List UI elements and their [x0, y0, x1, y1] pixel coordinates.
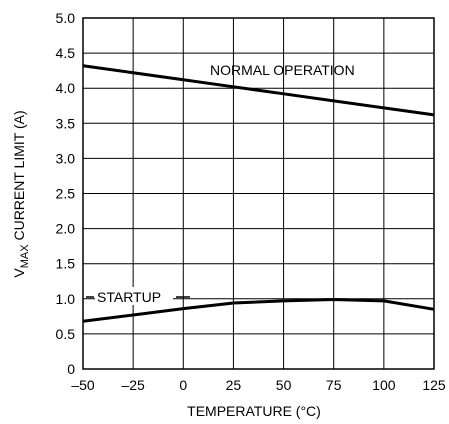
- x-tick-label: 25: [226, 377, 242, 393]
- x-tick-label: 0: [179, 377, 187, 393]
- annotation-startup-label: STARTUP: [97, 289, 161, 305]
- y-axis-title: VMAX CURRENT LIMIT (A): [11, 110, 31, 277]
- annotation-startup: STARTUP: [86, 287, 190, 305]
- tick-labels: –50 –25 0 25 50 75 100 125 0 0.5 1.0 1.5 2.0 2.5 3.0 3.…: [56, 10, 446, 393]
- y-tick-label: 0: [67, 361, 75, 377]
- y-axis-title-main: V: [11, 268, 27, 278]
- y-tick-label: 0.5: [56, 326, 76, 342]
- x-tick-label: 125: [422, 377, 446, 393]
- y-tick-label: 4.0: [56, 80, 76, 96]
- y-tick-label: 5.0: [56, 10, 76, 26]
- y-axis-title-subscript: MAX: [19, 244, 31, 269]
- series-line-normal-operation: [82, 64, 435, 117]
- y-tick-label: 1.5: [56, 256, 76, 272]
- x-tick-label: 75: [326, 377, 342, 393]
- series-line-startup: [82, 298, 435, 323]
- y-tick-label: 3.0: [56, 150, 76, 166]
- x-tick-label: –50: [71, 377, 95, 393]
- y-tick-label: 1.0: [56, 291, 76, 307]
- startup-label-bg: [95, 287, 173, 305]
- y-axis-title-rest: CURRENT LIMIT (A): [11, 110, 27, 244]
- series-group: [82, 64, 435, 323]
- annotation-normal-operation: NORMAL OPERATION: [210, 62, 355, 78]
- annotation-normal: NORMAL OPERATION: [210, 62, 355, 78]
- x-axis-title: TEMPERATURE (°C): [187, 403, 321, 419]
- y-tick-label: 2.5: [56, 186, 76, 202]
- y-tick-label: 2.0: [56, 221, 76, 237]
- x-tick-label: –25: [121, 377, 145, 393]
- y-tick-label: 4.5: [56, 45, 76, 61]
- x-tick-label: 50: [276, 377, 292, 393]
- y-tick-label: 3.5: [56, 115, 76, 131]
- x-tick-label: 100: [372, 377, 396, 393]
- plot-frame: [82, 17, 435, 370]
